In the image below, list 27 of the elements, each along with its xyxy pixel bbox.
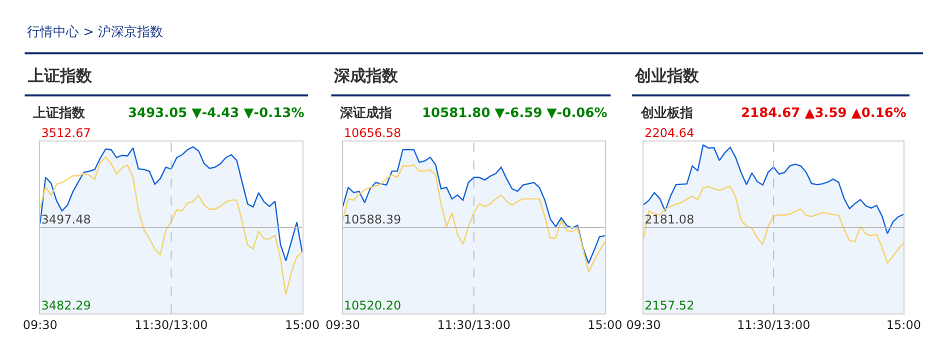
x-tick-label: 15:00 [886,318,922,332]
text: 3493.05 ▼-4.43 ▼-0.13% [128,106,304,121]
x-tick-label: 15:00 [588,318,622,332]
y-tick-label: 2157.52 [644,298,694,312]
x-tick-label: 15:00 [284,318,320,332]
x-tick-label: 09:30 [325,318,360,332]
text: 10581.80 ▼-6.59 ▼-0.06% [422,106,608,121]
chart-subtitle: 上证指数 [32,106,86,121]
chart-subtitle: 深证成指 [339,106,392,121]
x-tick-label: 11:30/13:00 [737,318,810,332]
y-tick-label: 2204.64 [644,126,694,140]
y-tick-label: 10656.58 [344,126,402,140]
text: 行情中心 > 沪深京指数 [27,24,164,40]
x-tick-label: 09:30 [22,318,58,332]
chart-title: 上证指数 [27,66,93,85]
x-tick-label: 11:30/13:00 [134,318,208,332]
chart-title: 深成指数 [333,66,399,85]
y-tick-label: 3497.48 [41,212,91,226]
y-tick-label: 3482.29 [41,298,91,312]
y-tick-label: 10588.39 [344,212,402,226]
y-tick-label: 3512.67 [41,126,91,140]
text: 2184.67 ▲3.59 ▲0.16% [741,106,906,121]
chart-title: 创业指数 [634,66,700,85]
x-tick-label: 11:30/13:00 [437,318,510,332]
y-tick-label: 10520.20 [344,298,402,312]
x-tick-label: 09:30 [626,318,661,332]
chart-subtitle: 创业板指 [640,106,693,121]
